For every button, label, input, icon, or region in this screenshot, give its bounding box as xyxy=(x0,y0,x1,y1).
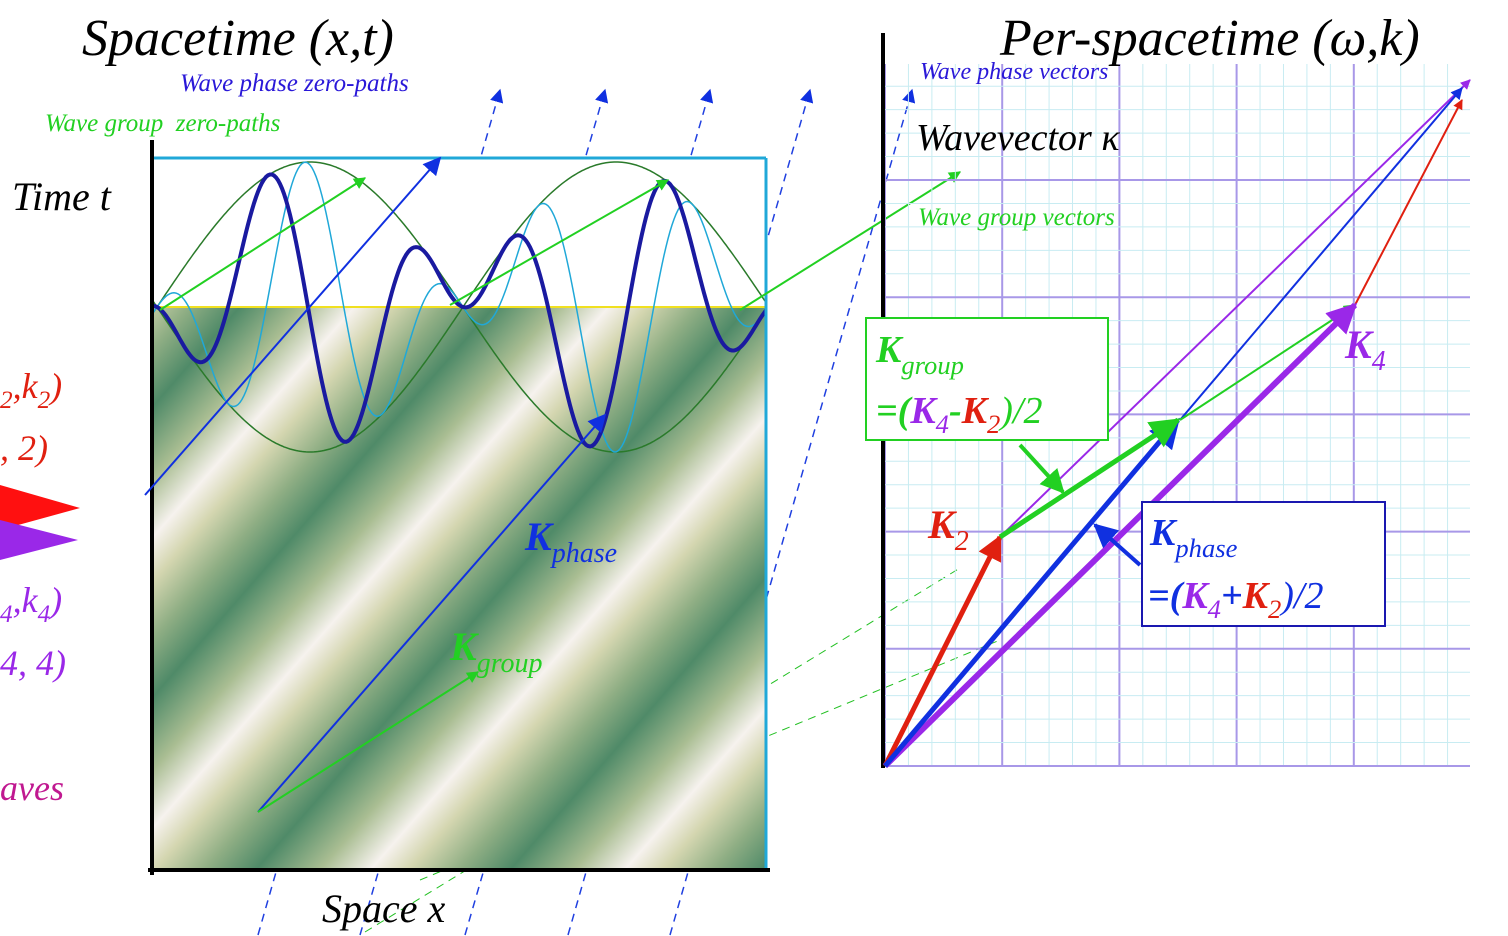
x-axis-label: Space x xyxy=(322,886,446,931)
footer-fragment: aves xyxy=(0,768,64,808)
wave4-marker xyxy=(0,520,78,560)
wave4-values: 4, 4) xyxy=(0,643,66,683)
group-paths-label: Wave group zero-paths xyxy=(45,110,280,137)
text: =( xyxy=(876,390,913,432)
heatmap xyxy=(152,307,766,870)
phase-vectors-label: Wave phase vectors xyxy=(920,59,1108,85)
subscript: 4 xyxy=(1372,346,1386,377)
text: - xyxy=(949,390,962,432)
text: )/2 xyxy=(1279,575,1323,617)
phase-paths-label: Wave phase zero-paths xyxy=(180,70,409,97)
y-axis-label: Time t xyxy=(12,174,112,219)
subscript: phase xyxy=(1173,533,1237,563)
text: + xyxy=(1221,575,1243,617)
left-title: Spacetime (x,t) xyxy=(82,10,394,67)
text: ) xyxy=(48,366,62,406)
wave2-values: , 2) xyxy=(0,428,48,468)
group-vectors-label: Wave group vectors xyxy=(918,204,1115,231)
wavevector-label: Wavevector κ xyxy=(916,117,1120,159)
text: ,k xyxy=(13,366,39,406)
symbol: K xyxy=(1149,512,1178,554)
symbol: K xyxy=(927,502,957,547)
symbol: K xyxy=(909,390,938,432)
subscript: group xyxy=(901,350,964,380)
symbol: K xyxy=(1242,575,1271,617)
diagram: Spacetime (x,t) Wave phase zero-paths Wa… xyxy=(0,0,1508,936)
text: ,k xyxy=(13,580,39,620)
subscript: 4 xyxy=(936,409,949,439)
group-box-line2: =(K4-K2)/2 xyxy=(876,390,1043,439)
symbol: K xyxy=(961,390,990,432)
symbol: K xyxy=(1181,575,1210,617)
symbol: K xyxy=(875,329,904,371)
subscript: 2 xyxy=(987,409,1000,439)
text: ) xyxy=(48,580,62,620)
subscript: 2 xyxy=(1268,594,1281,624)
k4-label: K4 xyxy=(1344,322,1386,377)
subscript: phase xyxy=(550,538,617,569)
wave4-label: 4,k4) xyxy=(0,580,62,628)
subscript: 4 xyxy=(38,601,51,628)
wave2-label: 2,k2) xyxy=(0,366,62,414)
subscript: 2 xyxy=(38,387,51,414)
symbol: K xyxy=(449,624,479,669)
subscript: 2 xyxy=(0,387,13,414)
text: =( xyxy=(1148,575,1185,617)
phase-box-line2: =(K4+K2)/2 xyxy=(1148,575,1324,624)
k2-label: K2 xyxy=(927,502,969,557)
symbol: K xyxy=(1344,322,1374,367)
subscript: 4 xyxy=(1208,594,1221,624)
subscript: 2 xyxy=(955,526,969,557)
symbol: K xyxy=(524,514,554,559)
text: )/2 xyxy=(998,390,1042,432)
subscript: 4 xyxy=(0,601,13,628)
subscript: group xyxy=(477,648,543,679)
